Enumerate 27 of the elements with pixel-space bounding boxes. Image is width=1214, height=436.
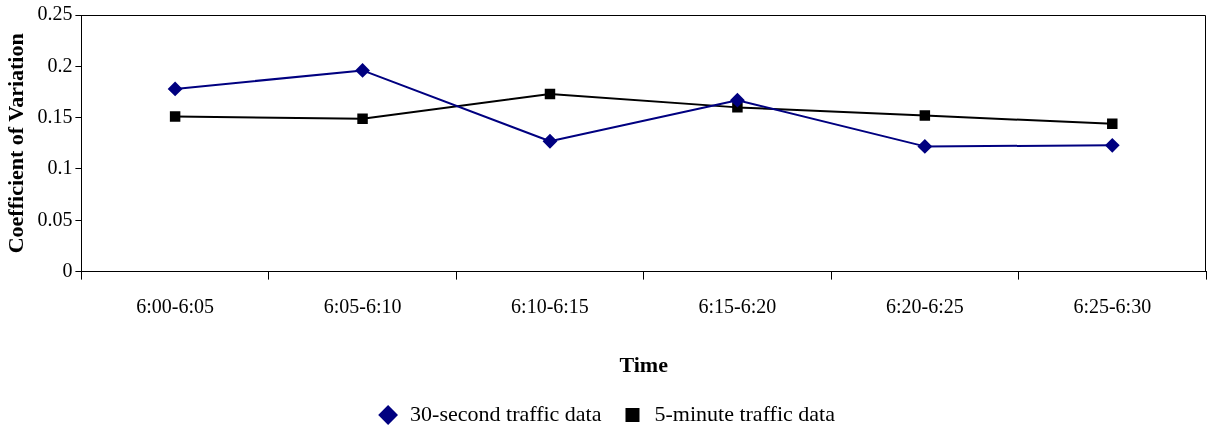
point xyxy=(919,110,931,121)
point xyxy=(1105,138,1120,153)
point xyxy=(544,88,556,100)
legend-label: 30-second traffic data xyxy=(410,400,602,426)
x-tick-label: 6:15-6:20 xyxy=(698,294,777,317)
x-axis-title: Time xyxy=(619,352,669,378)
y-tick-label: 0.25 xyxy=(37,2,73,25)
y-tick-label: 0.1 xyxy=(47,156,73,179)
y-tick-label: 0.05 xyxy=(37,207,73,230)
point xyxy=(169,111,181,122)
x-tick-label: 6:10-6:15 xyxy=(511,294,589,317)
legend-label: 5-minute traffic data xyxy=(654,400,836,426)
x-tick-label: 6:05-6:10 xyxy=(323,294,402,317)
y-tick-label: 0 xyxy=(62,258,73,281)
point xyxy=(1107,118,1118,130)
point xyxy=(355,63,370,78)
point xyxy=(542,134,557,149)
point xyxy=(730,93,745,108)
y-axis-title: Coefficient of Variation xyxy=(2,33,28,254)
point xyxy=(357,113,368,124)
point xyxy=(168,81,183,96)
y-tick-label: 0.15 xyxy=(37,104,73,127)
x-tick-label: 6:00-6:05 xyxy=(136,294,215,317)
y-tick-label: 0.2 xyxy=(47,53,73,76)
x-tick-label: 6:20-6:25 xyxy=(885,294,964,317)
x-tick-label: 6:25-6:30 xyxy=(1073,294,1152,317)
point xyxy=(917,139,932,154)
